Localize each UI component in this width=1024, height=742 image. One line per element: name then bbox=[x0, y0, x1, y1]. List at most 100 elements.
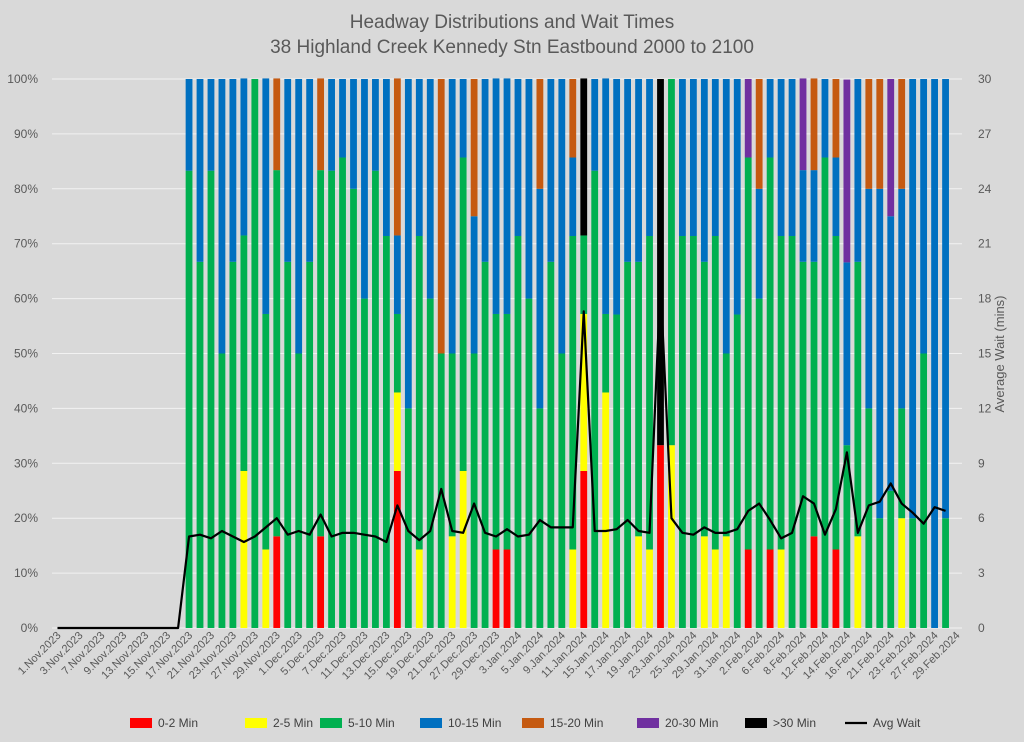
bar-segment bbox=[240, 78, 248, 236]
bar-segment bbox=[218, 353, 226, 628]
bar-segment bbox=[711, 549, 719, 628]
left-tick-label: 80% bbox=[14, 182, 38, 196]
legend-swatch bbox=[522, 718, 544, 728]
bar-segment bbox=[503, 549, 511, 628]
bar-segment bbox=[744, 549, 752, 628]
bar-segment bbox=[689, 79, 697, 237]
bar-segment bbox=[613, 314, 621, 628]
bar-segment bbox=[492, 78, 500, 314]
right-tick-label: 12 bbox=[978, 401, 992, 415]
legend: 0-2 Min 2-5 Min 5-10 Min 10-15 Min 15-20 Min… bbox=[130, 716, 921, 730]
bar-segment bbox=[689, 236, 697, 628]
bar-segment bbox=[284, 261, 292, 628]
right-tick-label: 21 bbox=[978, 237, 992, 251]
bar-segment bbox=[832, 79, 840, 158]
bar-segment bbox=[569, 236, 577, 550]
bar-segment bbox=[865, 408, 873, 628]
bar-segment bbox=[437, 79, 445, 354]
bar-segment bbox=[229, 79, 237, 262]
bar-segment bbox=[832, 549, 840, 628]
bar-segment bbox=[580, 470, 588, 628]
bar-segment bbox=[185, 79, 193, 171]
bar-segment bbox=[810, 78, 818, 171]
bar-segment bbox=[350, 79, 357, 189]
bar-segment bbox=[865, 188, 873, 409]
bar-segment bbox=[777, 79, 785, 237]
bar-segment bbox=[668, 445, 675, 628]
bar-segment bbox=[459, 470, 467, 628]
bar-segment bbox=[558, 79, 566, 354]
bar-segment bbox=[887, 79, 895, 217]
bar-segment bbox=[547, 79, 555, 262]
bar-segment bbox=[646, 236, 653, 550]
bar-segment bbox=[668, 79, 675, 446]
bar-segment bbox=[393, 313, 401, 393]
bar-segment bbox=[876, 79, 884, 189]
bar-segment bbox=[744, 79, 752, 158]
legend-swatch bbox=[745, 718, 767, 728]
bar-segment bbox=[580, 313, 588, 471]
bar-segment bbox=[799, 261, 807, 628]
bar-segment bbox=[602, 313, 610, 393]
right-tick-label: 15 bbox=[978, 347, 992, 361]
bar-segment bbox=[284, 79, 292, 262]
bar-segment bbox=[755, 79, 763, 189]
bar-segment bbox=[404, 79, 412, 409]
legend-swatch bbox=[420, 718, 442, 728]
bar-segment bbox=[887, 216, 895, 491]
left-tick-label: 30% bbox=[14, 456, 38, 470]
bar-segment bbox=[942, 79, 949, 519]
bar-segment bbox=[679, 79, 686, 237]
bar-segment bbox=[810, 261, 818, 537]
bar-segment bbox=[448, 79, 456, 354]
bar-segment bbox=[854, 79, 862, 262]
bar-segment bbox=[821, 157, 829, 628]
legend-label: 0-2 Min bbox=[158, 716, 198, 730]
bar-segment bbox=[536, 79, 544, 189]
bar-segment bbox=[273, 170, 281, 537]
left-tick-label: 0% bbox=[21, 621, 39, 635]
bar-segment bbox=[492, 313, 500, 550]
bar-segment bbox=[755, 298, 763, 628]
bar-segment bbox=[328, 170, 335, 628]
bar-segment bbox=[514, 236, 522, 628]
bar-segment bbox=[492, 549, 500, 628]
bar-segment bbox=[843, 79, 851, 263]
bar-segment bbox=[920, 353, 928, 628]
bar-segment bbox=[635, 261, 642, 537]
bar-segment bbox=[898, 408, 906, 519]
bar-segment bbox=[909, 79, 917, 519]
bar-segment bbox=[196, 261, 204, 628]
bar-segment bbox=[602, 392, 610, 628]
bar-segment bbox=[569, 79, 577, 158]
bar-segment bbox=[722, 79, 730, 354]
left-tick-label: 20% bbox=[14, 511, 38, 525]
legend-label: 20-30 Min bbox=[665, 716, 718, 730]
bar-segment bbox=[459, 79, 467, 158]
bar-segment bbox=[624, 261, 631, 628]
bar-segment bbox=[481, 79, 489, 262]
legend-swatch bbox=[320, 718, 342, 728]
bar-segment bbox=[711, 236, 719, 550]
bar-segment bbox=[273, 78, 281, 171]
bar-segment bbox=[700, 261, 708, 537]
bar-segment bbox=[207, 79, 215, 171]
bar-segment bbox=[306, 261, 314, 628]
bar-segment bbox=[383, 79, 390, 237]
bar-segment bbox=[393, 78, 401, 236]
bar-segment bbox=[700, 536, 708, 628]
bar-segment bbox=[657, 79, 664, 446]
right-tick-label: 30 bbox=[978, 72, 992, 86]
bar-segment bbox=[426, 298, 434, 628]
bar-segment bbox=[580, 235, 588, 314]
bar-segment bbox=[810, 536, 818, 628]
bar-segment bbox=[240, 470, 248, 628]
left-tick-label: 10% bbox=[14, 566, 38, 580]
bar-segment bbox=[415, 79, 423, 237]
bar-segment bbox=[448, 353, 456, 537]
bar-segment bbox=[635, 536, 642, 628]
bar-segment bbox=[262, 78, 270, 314]
bar-segment bbox=[788, 79, 796, 237]
bar-segment bbox=[503, 78, 511, 314]
